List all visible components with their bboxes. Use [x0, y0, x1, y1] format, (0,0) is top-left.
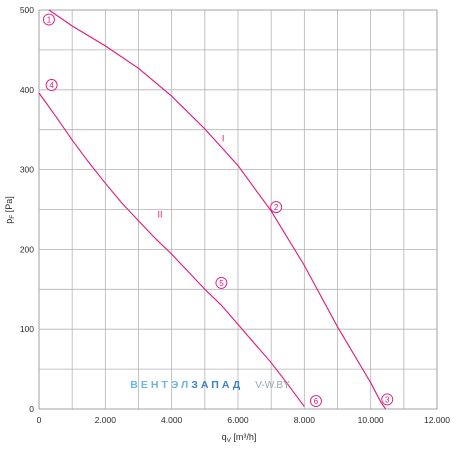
- x-tick-label: 2.000: [95, 415, 117, 425]
- marker-6: 6: [309, 395, 322, 407]
- curve-markers: 1 2 3 4 5 6: [43, 13, 394, 407]
- marker-label: 1: [47, 16, 52, 25]
- marker-label: 3: [385, 395, 390, 404]
- x-tick-label: 6.000: [227, 415, 249, 425]
- y-tick-label: 200: [20, 244, 34, 254]
- y-tick-label: 100: [20, 324, 34, 334]
- marker-5: 5: [215, 276, 228, 289]
- x-tick-label: 10.000: [358, 415, 384, 425]
- curve-label-I: I: [222, 134, 225, 144]
- marker-1: 1: [43, 13, 55, 26]
- x-tick-label: 8.000: [294, 415, 316, 425]
- marker-4: 4: [45, 79, 58, 91]
- x-tick-label: 12.000: [424, 415, 450, 425]
- marker-label: 4: [49, 81, 54, 90]
- watermark-part-2: ЗАПАД: [191, 379, 243, 391]
- marker-circle: [270, 201, 283, 214]
- x-tick-label: 0: [37, 415, 42, 425]
- marker-3: 3: [381, 393, 394, 406]
- grid-lines: [38, 9, 438, 410]
- watermark-part-1: ВЕНТЭЛ: [130, 379, 191, 391]
- x-axis-label: qV [m³/h]: [222, 432, 257, 444]
- marker-circle: [215, 276, 228, 289]
- marker-circle: [43, 13, 55, 26]
- y-tick-label: 500: [20, 5, 34, 15]
- curve-II: [38, 92, 305, 407]
- curve-I: [48, 9, 387, 410]
- marker-label: 6: [314, 397, 319, 406]
- marker-label: 5: [219, 279, 224, 288]
- y-tick-label: 400: [20, 85, 34, 95]
- marker-circle: [45, 79, 58, 91]
- y-tick-label: 300: [20, 165, 34, 175]
- marker-circle: [309, 395, 322, 407]
- x-tick-label: 4.000: [161, 415, 183, 425]
- curves: [38, 9, 387, 410]
- curve-label-II: II: [158, 209, 163, 219]
- watermark: ВЕНТЭЛЗАПАД V-W.BY: [130, 379, 290, 391]
- marker-label: 2: [274, 203, 279, 212]
- y-tick-label: 0: [29, 404, 34, 414]
- watermark-site: V-W.BY: [255, 380, 290, 391]
- tick-labels: 0 2.000 4.000 6.000 8.000 10.000 12.000 0 100 200…: [20, 5, 450, 425]
- marker-2: 2: [270, 201, 283, 214]
- marker-circle: [381, 393, 394, 406]
- y-axis-label: pF [Pa]: [4, 196, 16, 224]
- curve-labels: III: [158, 134, 225, 220]
